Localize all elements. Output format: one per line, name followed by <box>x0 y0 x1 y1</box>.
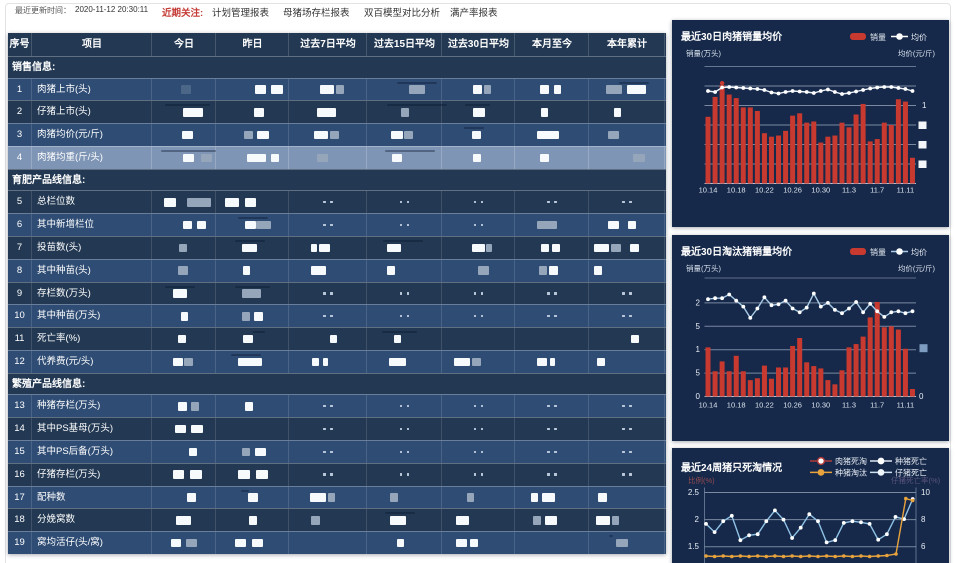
svg-text:1.5: 1.5 <box>688 542 700 551</box>
svg-text:11.7: 11.7 <box>870 400 884 409</box>
svg-text:肉猪死淘: 肉猪死淘 <box>835 456 867 466</box>
svg-text:0: 0 <box>919 392 924 401</box>
svg-text:11.7: 11.7 <box>870 185 884 194</box>
svg-text:10.14: 10.14 <box>699 400 718 409</box>
svg-text:5: 5 <box>696 321 701 330</box>
svg-text:种猪淘汰: 种猪淘汰 <box>835 467 867 477</box>
svg-text:10.18: 10.18 <box>727 400 746 409</box>
svg-text:11.11: 11.11 <box>897 400 915 409</box>
svg-text:6: 6 <box>921 542 926 551</box>
svg-text:销量: 销量 <box>870 247 886 257</box>
svg-text:2: 2 <box>696 298 701 307</box>
svg-text:11.3: 11.3 <box>842 185 856 194</box>
svg-text:11.11: 11.11 <box>897 185 915 194</box>
svg-text:10.14: 10.14 <box>699 185 718 194</box>
svg-text:10.30: 10.30 <box>811 400 830 409</box>
svg-text:仔猪死亡: 仔猪死亡 <box>895 467 927 477</box>
svg-text:2.5: 2.5 <box>688 488 700 497</box>
svg-text:1: 1 <box>922 101 927 110</box>
svg-text:0: 0 <box>696 392 701 401</box>
svg-text:5: 5 <box>696 368 701 377</box>
svg-text:8: 8 <box>921 515 926 524</box>
svg-text:销量: 销量 <box>870 32 886 42</box>
svg-text:均价: 均价 <box>911 32 927 42</box>
svg-text:均价: 均价 <box>911 247 927 257</box>
svg-text:10: 10 <box>921 488 930 497</box>
svg-text:10.18: 10.18 <box>727 185 746 194</box>
svg-text:10.26: 10.26 <box>783 400 802 409</box>
svg-text:1: 1 <box>696 345 701 354</box>
svg-text:10.22: 10.22 <box>755 185 774 194</box>
svg-text:种猪死亡: 种猪死亡 <box>895 456 927 466</box>
svg-text:10.22: 10.22 <box>755 400 774 409</box>
svg-text:11.3: 11.3 <box>842 400 856 409</box>
svg-text:10.26: 10.26 <box>783 185 802 194</box>
svg-text:2: 2 <box>695 515 700 524</box>
svg-text:10.30: 10.30 <box>811 185 830 194</box>
